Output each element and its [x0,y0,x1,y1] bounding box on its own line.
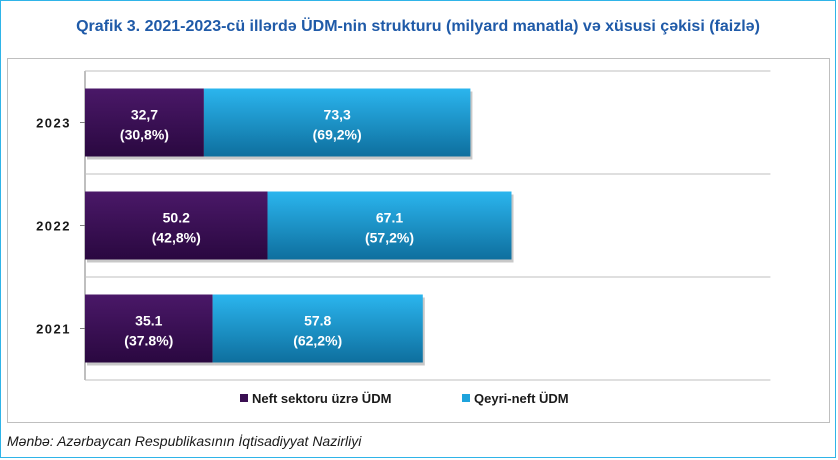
data-label-value: 57.8 [304,313,331,329]
data-label-value: 50.2 [163,210,190,226]
bar-oil-2023 [85,88,204,157]
labels-group: 2023 32,7 (30,8%) 73,3 (69,2%) 2022 50.2 (42,8%… [36,107,414,349]
data-label-share: (37.8%) [124,333,173,349]
data-label-value: 67.1 [376,210,403,226]
legend-swatch [462,394,470,402]
data-label-share: (42,8%) [152,230,201,246]
bars-group [85,88,514,366]
category-label: 2022 [36,219,71,234]
data-label-share: (69,2%) [313,127,362,143]
category-label: 2021 [36,322,71,337]
bar-nonoil-2023 [203,88,471,157]
data-label-share: (57,2%) [365,230,414,246]
bar-oil-2022 [85,191,268,260]
legend: Neft sektoru üzrə ÜDM Qeyri-neft ÜDM [240,391,569,406]
bar-nonoil-2021 [212,294,423,363]
source-note: Mənbə: Azərbaycan Respublikasının İqtisa… [7,433,362,449]
data-label-value: 73,3 [324,107,351,123]
data-label-share: (30,8%) [120,127,169,143]
bar-oil-2021 [85,294,213,363]
chart-title: Qrafik 3. 2021-2023-cü illərdə ÜDM-nin s… [76,18,760,35]
legend-swatch [240,394,248,402]
category-label: 2023 [36,116,71,131]
grid-lines [80,70,771,381]
data-label-value: 35.1 [135,313,162,329]
bar-nonoil-2022 [267,191,512,260]
data-label-share: (62,2%) [293,333,342,349]
legend-label: Qeyri-neft ÜDM [474,391,569,406]
data-label-value: 32,7 [131,107,158,123]
legend-label: Neft sektoru üzrə ÜDM [252,391,391,406]
